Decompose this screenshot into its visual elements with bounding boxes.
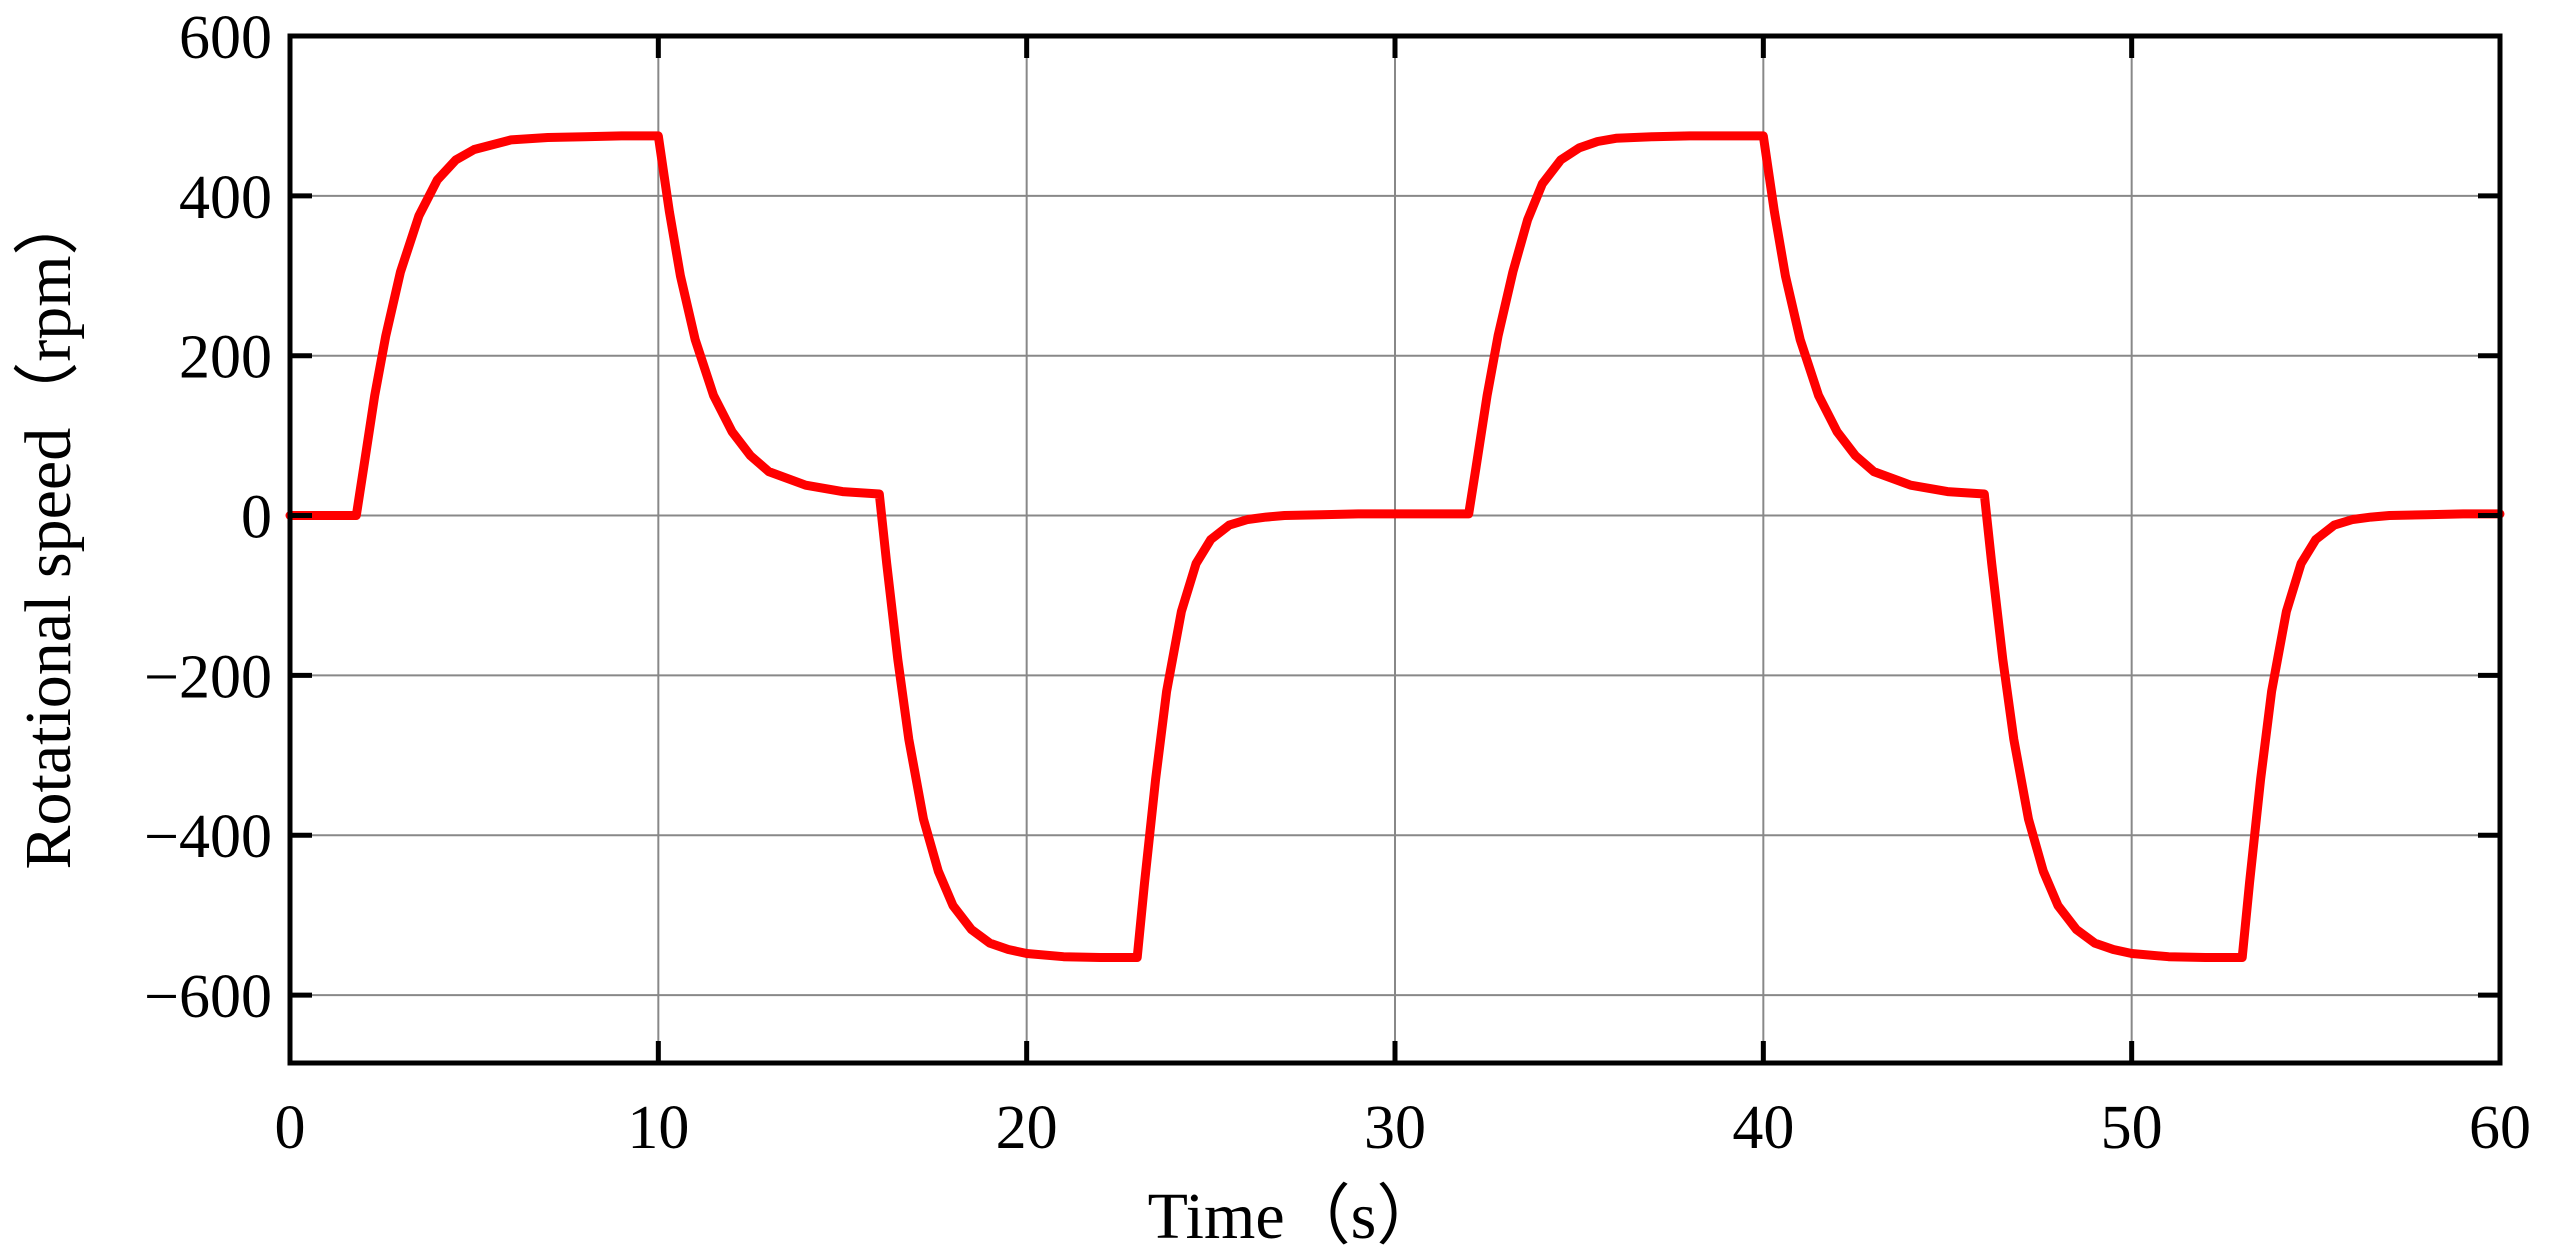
x-tick-label: 10 — [627, 1094, 689, 1162]
y-tick-label: −200 — [144, 643, 272, 711]
y-tick-label: 400 — [179, 164, 272, 232]
x-axis-title: Time（s） — [1148, 1180, 1443, 1253]
x-tick-label: 60 — [2469, 1094, 2531, 1162]
x-tick-label: 30 — [1364, 1094, 1426, 1162]
x-tick-labels: 0 10 20 30 40 50 60 — [275, 1094, 2532, 1162]
x-tick-label: 50 — [2101, 1094, 2163, 1162]
series-line — [285, 131, 2505, 962]
series-layer — [285, 131, 2505, 962]
axis-ticks — [287, 33, 2503, 1063]
x-tick-label: 0 — [275, 1094, 306, 1162]
y-axis-title: Rotational speed（rpm） — [12, 189, 85, 869]
y-tick-label: −600 — [144, 963, 272, 1031]
y-tick-label: 0 — [241, 484, 272, 552]
x-tick-label: 20 — [996, 1094, 1058, 1162]
grid-lines — [290, 36, 2500, 1063]
x-tick-label: 40 — [1732, 1094, 1794, 1162]
y-tick-labels: 600 400 200 0 −200 −400 −600 — [144, 4, 272, 1031]
y-tick-label: 200 — [179, 324, 272, 392]
y-tick-label: −400 — [144, 803, 272, 871]
y-tick-label: 600 — [179, 4, 272, 72]
